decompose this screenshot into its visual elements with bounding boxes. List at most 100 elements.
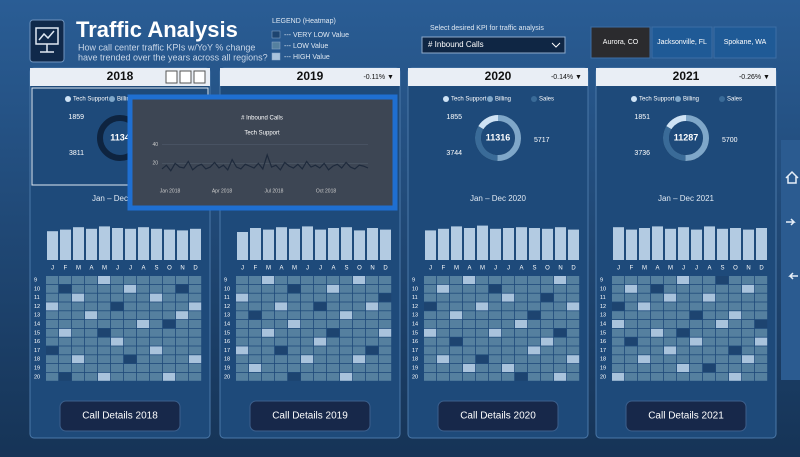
month-bar bbox=[464, 228, 475, 260]
region-label[interactable]: Aurora, CO bbox=[603, 39, 639, 46]
header-icon[interactable] bbox=[179, 70, 192, 84]
heatmap-cell bbox=[327, 346, 340, 355]
heatmap-cell bbox=[111, 337, 124, 346]
heatmap-cell bbox=[567, 302, 580, 311]
call-details-label[interactable]: Call Details 2020 bbox=[460, 411, 536, 422]
month-bar bbox=[529, 228, 540, 260]
heatmap-cell bbox=[124, 355, 137, 364]
call-details-label[interactable]: Call Details 2021 bbox=[648, 411, 724, 422]
month-bar bbox=[341, 227, 352, 260]
region-button[interactable] bbox=[651, 26, 713, 59]
call-details-button[interactable] bbox=[249, 400, 371, 432]
month-bar bbox=[568, 229, 579, 260]
heatmap-cell bbox=[327, 372, 340, 381]
heatmap-cell bbox=[638, 293, 651, 302]
heatmap-cell bbox=[262, 328, 275, 337]
donut-value: 1859 bbox=[68, 114, 84, 121]
month-bar bbox=[555, 227, 566, 260]
heatmap-cell bbox=[677, 302, 690, 311]
heatmap-cell bbox=[150, 355, 163, 364]
heatmap-cell bbox=[163, 328, 176, 337]
heatmap-cell bbox=[340, 346, 353, 355]
call-details-label[interactable]: Call Details 2018 bbox=[82, 411, 158, 422]
heatmap-cell bbox=[353, 364, 366, 372]
heatmap-cell bbox=[554, 346, 567, 355]
heatmap-cell bbox=[567, 337, 580, 346]
heatmap-cell bbox=[262, 293, 275, 302]
heatmap-cell bbox=[288, 276, 301, 284]
heatmap-cell bbox=[366, 355, 379, 364]
month-label: J bbox=[617, 266, 620, 272]
heatmap-cell bbox=[690, 293, 703, 302]
heatmap-cell bbox=[489, 320, 502, 328]
heatmap-cell bbox=[340, 328, 353, 337]
heatmap-cell bbox=[541, 372, 554, 381]
heatmap-cell bbox=[625, 346, 638, 355]
heatmap-cell bbox=[651, 337, 664, 346]
heatmap-cell bbox=[124, 320, 137, 328]
hour-label: 9 bbox=[224, 277, 227, 283]
month-label: A bbox=[655, 266, 659, 272]
nav-icons[interactable] bbox=[785, 170, 799, 280]
heatmap-cell bbox=[150, 311, 163, 320]
hour-label: 11 bbox=[412, 295, 418, 301]
heatmap-cell bbox=[262, 337, 275, 346]
heatmap-cell bbox=[729, 337, 742, 346]
heatmap-cell bbox=[301, 284, 314, 293]
heatmap-cell bbox=[275, 276, 288, 284]
call-details-label[interactable]: Call Details 2019 bbox=[272, 411, 348, 422]
hour-label: 20 bbox=[412, 374, 418, 380]
heatmap-cell bbox=[176, 364, 189, 372]
heatmap-cell bbox=[288, 346, 301, 355]
header-icon[interactable] bbox=[165, 70, 178, 84]
donut-legend-dot bbox=[719, 96, 725, 102]
month-label: F bbox=[254, 266, 258, 272]
heatmap-cell bbox=[554, 328, 567, 337]
heatmap-cell bbox=[301, 364, 314, 372]
month-label: S bbox=[532, 266, 536, 272]
region-label[interactable]: Jacksonville, FL bbox=[657, 39, 707, 46]
hour-label: 16 bbox=[600, 339, 606, 345]
logo-box bbox=[29, 19, 65, 63]
call-details-button[interactable] bbox=[625, 400, 747, 432]
month-label: D bbox=[571, 266, 576, 272]
heatmap-cell bbox=[124, 337, 137, 346]
heatmap-cell bbox=[424, 302, 437, 311]
heatmap-cell bbox=[612, 276, 625, 284]
heatmap-cell bbox=[424, 328, 437, 337]
heatmap-cell bbox=[489, 337, 502, 346]
region-button[interactable] bbox=[713, 26, 777, 59]
heatmap-cell bbox=[314, 276, 327, 284]
heatmap-cell bbox=[703, 276, 716, 284]
region-button[interactable] bbox=[590, 26, 651, 59]
month-bar bbox=[704, 226, 715, 260]
month-bar bbox=[47, 231, 58, 260]
call-details-button[interactable] bbox=[59, 400, 181, 432]
donut-legend-dot bbox=[487, 96, 493, 102]
heatmap-cell bbox=[502, 284, 515, 293]
heatmap-cell bbox=[729, 328, 742, 337]
heatmap-cell bbox=[567, 276, 580, 284]
heatmap-cell bbox=[249, 337, 262, 346]
heatmap-cell bbox=[124, 276, 137, 284]
call-details-button[interactable] bbox=[437, 400, 559, 432]
heatmap-cell bbox=[301, 320, 314, 328]
kpi-dropdown[interactable] bbox=[421, 36, 566, 54]
kpi-selected[interactable]: # Inbound Calls bbox=[428, 40, 484, 49]
region-label[interactable]: Spokane, WA bbox=[724, 39, 767, 46]
heatmap-cell bbox=[541, 293, 554, 302]
heatmap-cell bbox=[502, 337, 515, 346]
heatmap-cell bbox=[262, 284, 275, 293]
month-bar bbox=[190, 228, 201, 260]
heatmap-cell bbox=[353, 372, 366, 381]
heatmap-cell bbox=[163, 293, 176, 302]
heatmap-cell bbox=[489, 328, 502, 337]
legend-item: --- VERY LOW Value bbox=[284, 32, 349, 39]
heatmap-cell bbox=[515, 302, 528, 311]
header-icon[interactable] bbox=[193, 70, 206, 84]
heatmap-cell bbox=[515, 372, 528, 381]
heatmap-cell bbox=[353, 320, 366, 328]
heatmap-cell bbox=[515, 364, 528, 372]
heatmap-cell bbox=[150, 372, 163, 381]
donut-center: 11287 bbox=[674, 132, 699, 142]
